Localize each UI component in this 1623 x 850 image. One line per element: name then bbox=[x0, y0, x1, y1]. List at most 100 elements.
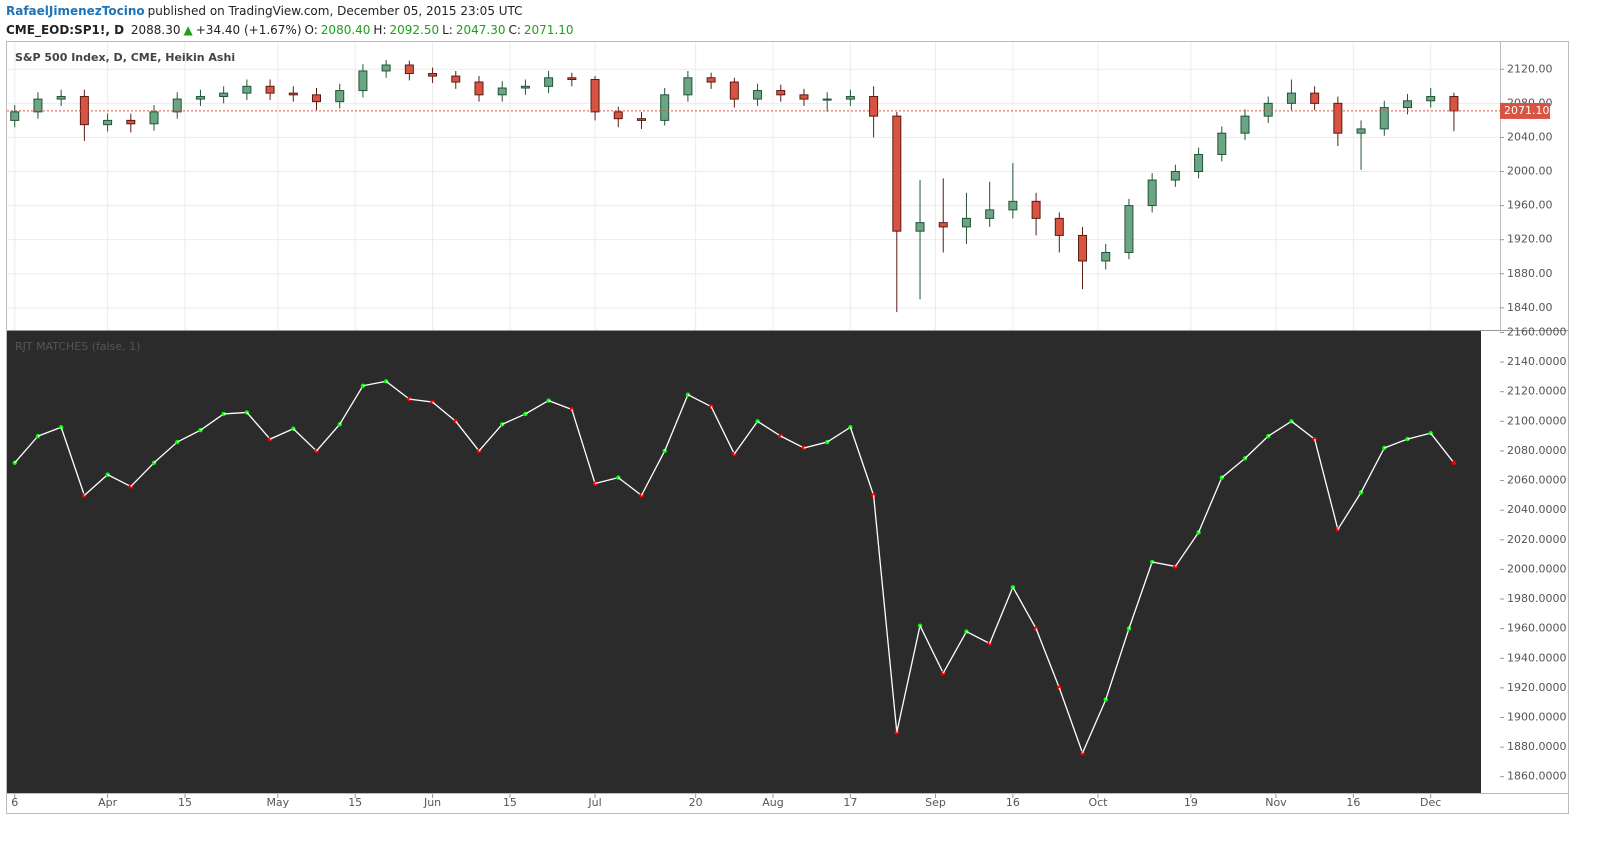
y-tick-label: 1880.00 bbox=[1507, 267, 1553, 280]
y-tick-label: 2080.0000 bbox=[1507, 444, 1567, 457]
candle-body bbox=[567, 77, 577, 80]
o-label: O: bbox=[304, 23, 318, 37]
candle-body bbox=[103, 119, 113, 126]
segment bbox=[1197, 477, 1223, 533]
segment bbox=[478, 423, 503, 452]
y-tick-label: 2000.00 bbox=[1507, 165, 1553, 178]
segment bbox=[223, 411, 247, 415]
segment bbox=[1407, 432, 1431, 440]
candle-body bbox=[1124, 205, 1134, 253]
segment bbox=[432, 401, 457, 422]
segment bbox=[1337, 492, 1362, 530]
x-tick-label: Nov bbox=[1265, 796, 1287, 809]
y-tick-label: 1880.0000 bbox=[1507, 740, 1567, 753]
segment bbox=[409, 398, 433, 403]
segment bbox=[385, 380, 410, 400]
segment bbox=[153, 441, 178, 464]
segment bbox=[501, 413, 526, 425]
candle-body bbox=[242, 85, 252, 94]
segment bbox=[176, 429, 201, 443]
x-tick-label: 15 bbox=[348, 796, 362, 809]
candle-body bbox=[729, 81, 739, 100]
segment bbox=[826, 426, 851, 443]
x-tick-label: Dec bbox=[1420, 796, 1441, 809]
l-label: L: bbox=[442, 23, 453, 37]
x-tick-label: 16 bbox=[1346, 796, 1360, 809]
candle-body bbox=[636, 118, 646, 121]
candle-body bbox=[149, 111, 159, 125]
last-price: 2088.30 bbox=[130, 23, 181, 37]
candle-body bbox=[265, 85, 275, 94]
candle-body bbox=[1031, 200, 1041, 219]
candle-body bbox=[381, 64, 391, 72]
segment bbox=[107, 474, 132, 488]
symbol: CME_EOD:SP1!, D bbox=[6, 23, 125, 37]
segment bbox=[989, 586, 1014, 644]
segment bbox=[966, 631, 990, 645]
candle-body bbox=[1449, 96, 1459, 112]
segment bbox=[37, 426, 62, 437]
candle-body bbox=[961, 217, 971, 228]
candle-body bbox=[335, 90, 345, 103]
segment bbox=[803, 441, 828, 449]
candle-body bbox=[172, 98, 182, 113]
segment bbox=[942, 631, 968, 674]
segment bbox=[1152, 561, 1176, 568]
segment bbox=[83, 474, 109, 496]
dot bbox=[1312, 436, 1317, 442]
segment bbox=[269, 428, 294, 440]
candle-body bbox=[451, 75, 461, 83]
dot bbox=[871, 493, 876, 498]
segment bbox=[292, 428, 317, 452]
segment bbox=[617, 477, 642, 496]
candle-body bbox=[219, 92, 229, 98]
candle-body bbox=[288, 92, 298, 96]
segment bbox=[896, 625, 921, 733]
segment bbox=[640, 450, 666, 496]
x-tick-label: Oct bbox=[1088, 796, 1108, 809]
y-tick-label: 2120.0000 bbox=[1507, 385, 1567, 398]
segment bbox=[1081, 699, 1107, 754]
author[interactable]: RafaelJimenezTocino bbox=[6, 4, 145, 18]
x-tick-label: 6 bbox=[11, 796, 18, 809]
y-tick-label: 1980.0000 bbox=[1507, 592, 1567, 605]
x-tick-label: 16 bbox=[1006, 796, 1020, 809]
h-label: H: bbox=[373, 23, 387, 37]
segment bbox=[1267, 420, 1292, 437]
candle-body bbox=[1147, 179, 1157, 207]
candle-body bbox=[33, 98, 43, 113]
candle-body bbox=[706, 77, 716, 83]
candle-body bbox=[195, 96, 205, 100]
pane-background bbox=[7, 331, 1481, 793]
y-tick-label: 2020.0000 bbox=[1507, 533, 1567, 546]
candle-body bbox=[869, 96, 879, 117]
candle-body bbox=[915, 222, 925, 232]
candle-body bbox=[1240, 115, 1250, 134]
segment bbox=[548, 399, 573, 411]
candle-body bbox=[590, 78, 600, 113]
segment bbox=[664, 394, 689, 452]
candle-body bbox=[776, 90, 786, 96]
candle-body bbox=[1217, 132, 1227, 155]
segment bbox=[571, 409, 596, 484]
candle-body bbox=[1286, 92, 1296, 104]
candle-body bbox=[938, 222, 948, 228]
candle-body bbox=[10, 111, 20, 121]
x-tick-label: Aug bbox=[762, 796, 783, 809]
candle-body bbox=[985, 209, 995, 219]
y-tick-label: 1940.0000 bbox=[1507, 651, 1567, 664]
x-tick-label: Apr bbox=[98, 796, 118, 809]
candle-body bbox=[660, 94, 670, 121]
candle-body bbox=[845, 96, 855, 100]
segment bbox=[757, 420, 782, 437]
y-tick-label: 2100.0000 bbox=[1507, 414, 1567, 427]
candle-body bbox=[753, 90, 763, 100]
segment bbox=[710, 406, 735, 455]
segment bbox=[1360, 447, 1385, 493]
y-tick-label: 2040.0000 bbox=[1507, 503, 1567, 516]
y-tick-label: 2160.0000 bbox=[1507, 325, 1567, 338]
x-tick-label: 17 bbox=[843, 796, 857, 809]
c-value: 2071.10 bbox=[523, 23, 574, 37]
segment bbox=[687, 394, 712, 408]
